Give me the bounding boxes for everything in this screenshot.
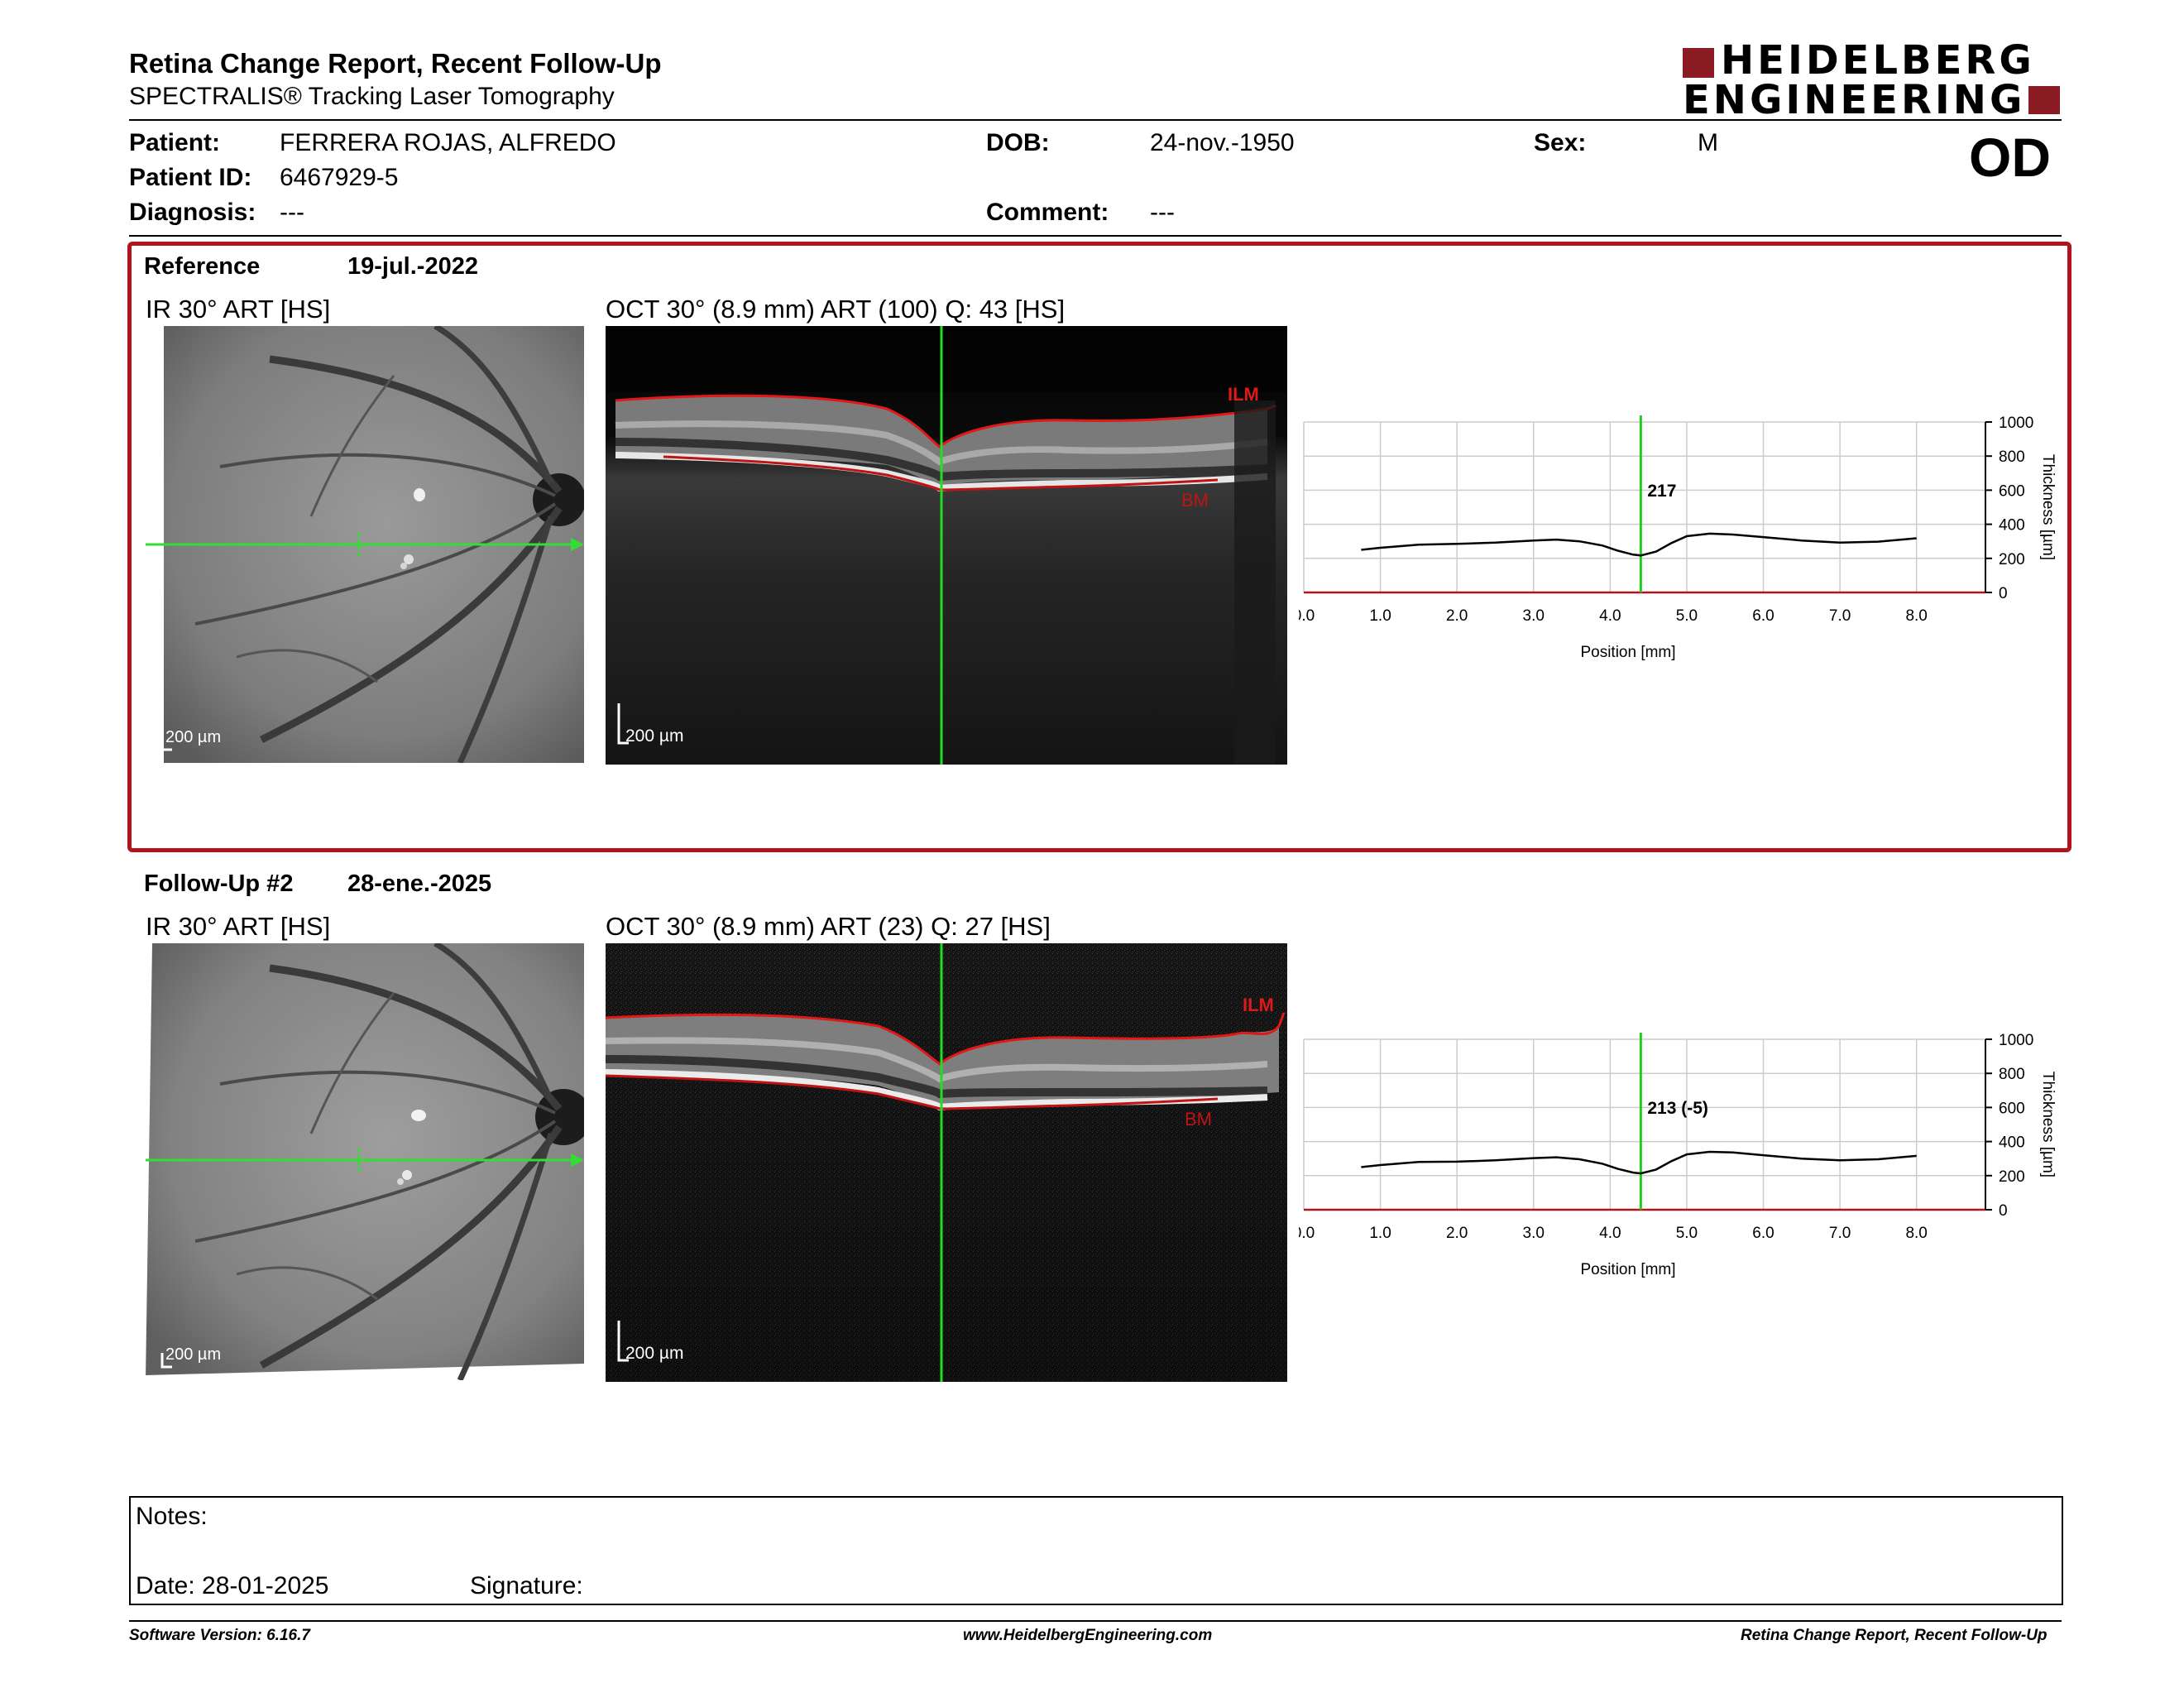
x-tick-label: 7.0 [1829,607,1851,625]
thickness-line [1361,1150,1917,1175]
logo-square-bottom [2028,86,2060,114]
followup-ir-image: 200 µm [146,943,584,1380]
followup-oct-scale: 200 µm [625,1344,684,1363]
x-tick-label: 5.0 [1676,607,1698,625]
reference-ir-scale: 200 µm [165,728,222,746]
footer-report-title: Retina Change Report, Recent Follow-Up [1741,1627,2048,1644]
comment-value: --- [1150,199,1175,226]
logo-line1: HEIDELBERG [1721,37,2035,84]
x-tick-label: 3.0 [1523,1225,1545,1242]
y-tick-label: 800 [1999,1066,2025,1083]
patient-label: Patient: [129,129,221,156]
logo-square-top [1683,48,1714,78]
logo-line2: ENGINEERING [1683,77,2026,123]
x-tick-label: 2.0 [1446,1225,1468,1242]
y-tick-label: 1000 [1999,1032,2033,1049]
reference-ilm-label: ILM [1228,384,1259,405]
notes-label: Notes: [136,1503,208,1530]
reference-oct-scale: 200 µm [625,727,684,746]
followup-oct-image: ILM BM 200 µm [606,943,1287,1382]
x-tick-label: 7.0 [1829,1225,1851,1242]
reference-date: 19-jul.-2022 [347,253,478,280]
x-tick-label: 1.0 [1369,1225,1391,1242]
diagnosis-value: --- [280,199,304,226]
x-tick-label: 8.0 [1905,607,1927,625]
patient-divider [129,235,2062,237]
dob-label: DOB: [986,129,1050,156]
followup-bm-label: BM [1185,1109,1212,1129]
x-tick-label: 5.0 [1676,1225,1698,1242]
x-tick-label: 0.0 [1299,1225,1315,1242]
header-divider [129,119,2062,121]
y-tick-label: 200 [1999,551,2025,568]
y-tick-label: 200 [1999,1168,2025,1186]
y-tick-label: 400 [1999,517,2025,535]
x-axis-label: Position [mm] [1580,1261,1675,1278]
reference-ir-image: 200 µm [146,326,584,763]
followup-ir-label: IR 30° ART [HS] [146,912,331,941]
x-tick-label: 3.0 [1523,607,1545,625]
dob-value: 24-nov.-1950 [1150,129,1295,156]
report-title: Retina Change Report, Recent Follow-Up [129,48,662,79]
cursor-thickness-label: 213 (-5) [1647,1099,1708,1118]
eye-indicator: OD [1969,127,2051,188]
x-tick-label: 2.0 [1446,607,1468,625]
patient-id-label: Patient ID: [129,164,252,191]
footer-divider [129,1620,2062,1622]
y-axis-label: Thickness [µm] [2039,1072,2057,1177]
followup-thickness-chart: 0.0 1.0 2.0 3.0 4.0 5.0 6.0 7.0 8.0 0 200 400 600 800… [1299,1032,2057,1278]
notes-box [129,1496,2063,1605]
signature-label: Signature: [470,1572,583,1599]
y-tick-label: 0 [1999,1202,2008,1220]
reference-frame [127,242,2071,852]
comment-label: Comment: [986,199,1109,226]
patient-id: 6467929-5 [280,164,399,191]
sex-label: Sex: [1534,129,1587,156]
sex-value: M [1698,129,1718,156]
y-tick-label: 1000 [1999,415,2033,432]
y-axis-label: Thickness [µm] [2039,454,2057,560]
x-axis-label: Position [mm] [1580,644,1675,661]
footer-website: www.HeidelbergEngineering.com [963,1627,1213,1644]
followup-ilm-label: ILM [1243,995,1274,1015]
y-tick-label: 600 [1999,482,2025,500]
followup-heading: Follow-Up #2 [144,870,294,897]
reference-bm-label: BM [1181,490,1209,511]
x-tick-label: 1.0 [1369,607,1391,625]
diagnosis-label: Diagnosis: [129,199,256,226]
report-subtitle: SPECTRALIS® Tracking Laser Tomography [129,83,615,110]
y-tick-label: 400 [1999,1134,2025,1152]
y-tick-label: 600 [1999,1100,2025,1117]
patient-name: FERRERA ROJAS, ALFREDO [280,129,616,156]
reference-oct-label: OCT 30° (8.9 mm) ART (100) Q: 43 [HS] [606,295,1066,324]
reference-thickness-chart: 0.0 1.0 2.0 3.0 4.0 5.0 6.0 7.0 8.0 0 200 400 600 800… [1299,415,2057,661]
followup-oct-label: OCT 30° (8.9 mm) ART (23) Q: 27 [HS] [606,912,1051,941]
x-tick-label: 4.0 [1599,1225,1621,1242]
x-tick-label: 4.0 [1599,607,1621,625]
notes-date: Date: 28-01-2025 [136,1572,329,1599]
y-tick-label: 800 [1999,448,2025,466]
cursor-thickness-label: 217 [1647,482,1676,501]
x-tick-label: 6.0 [1752,1225,1774,1242]
followup-date: 28-ene.-2025 [347,870,492,897]
x-tick-label: 6.0 [1752,607,1774,625]
y-tick-label: 0 [1999,585,2008,602]
reference-heading: Reference [144,253,261,280]
reference-ir-label: IR 30° ART [HS] [146,295,331,324]
reference-oct-image: ILM BM 200 µm [606,326,1287,765]
x-tick-label: 8.0 [1905,1225,1927,1242]
thickness-line [1361,532,1917,557]
followup-ir-scale: 200 µm [165,1345,222,1364]
x-tick-label: 0.0 [1299,607,1315,625]
footer-software-version: Software Version: 6.16.7 [129,1627,310,1644]
